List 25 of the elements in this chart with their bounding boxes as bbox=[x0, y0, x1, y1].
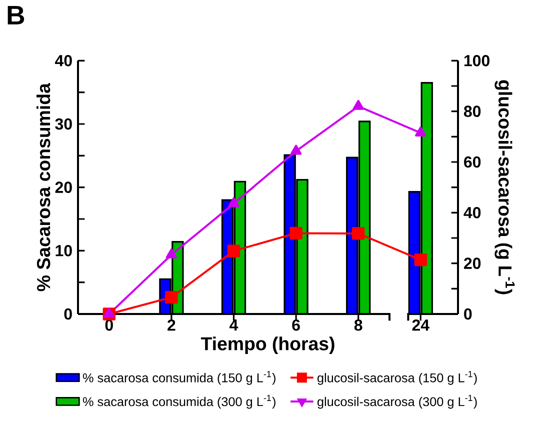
x-tick-label: 2 bbox=[168, 319, 176, 331]
y-tick-label: 10 bbox=[56, 245, 72, 256]
y2-tick-label: 40 bbox=[464, 207, 481, 218]
x-tick-label: 24 bbox=[412, 319, 430, 331]
x-tick-label: 4 bbox=[230, 319, 238, 330]
y-tick-label: 0 bbox=[64, 308, 72, 320]
x-tick-label: 8 bbox=[354, 319, 362, 331]
legend-label: glucosil-sacarosa (300 g L$^{-1}$) bbox=[318, 394, 477, 409]
y-axis-title: % Sacarosa consumida bbox=[36, 82, 50, 292]
y2-tick-label: 60 bbox=[464, 156, 481, 168]
x-axis-title: Tiempo (horas) bbox=[200, 336, 334, 354]
legend-label: % sacarosa consumida (150 g L$^{-1}$) bbox=[82, 370, 276, 385]
y2-tick-label: 20 bbox=[464, 258, 481, 269]
y2-axis-title: glucosil-sacarosa (g L$^{-1}$) bbox=[494, 80, 515, 294]
y-tick-label: 20 bbox=[55, 182, 72, 193]
y2-tick-label: 80 bbox=[464, 106, 481, 117]
y-tick-label: 40 bbox=[55, 55, 72, 66]
chart-title: B bbox=[8, 6, 24, 24]
y2-tick-label: 0 bbox=[464, 308, 472, 320]
legend-label: % sacarosa consumida (300 g L$^{-1}$) bbox=[82, 394, 276, 409]
x-tick-label: 0 bbox=[105, 319, 113, 331]
y-tick-label: 30 bbox=[55, 118, 72, 130]
x-tick-label: 6 bbox=[292, 319, 300, 331]
legend-label: glucosil-sacarosa (150 g L$^{-1}$) bbox=[318, 370, 477, 385]
y2-tick-label: 100 bbox=[464, 55, 490, 66]
